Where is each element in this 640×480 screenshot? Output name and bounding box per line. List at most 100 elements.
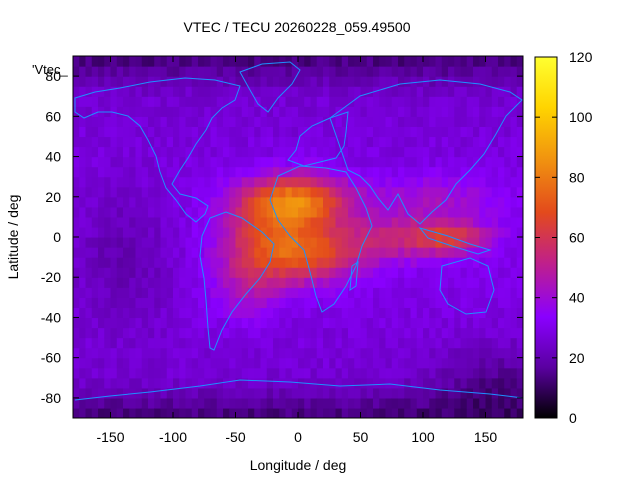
heat-cell <box>473 136 480 148</box>
heat-cell <box>454 136 462 148</box>
heat-cell <box>391 196 399 208</box>
y-tick-label: 40 <box>45 149 61 165</box>
heat-cell <box>391 387 399 399</box>
heat-cell <box>260 257 268 268</box>
heat-cell <box>360 86 368 97</box>
heat-cell <box>404 267 412 278</box>
heat-cell <box>235 277 243 288</box>
heat-cell <box>210 297 218 308</box>
heat-cell <box>116 297 124 308</box>
heat-cell <box>473 176 480 188</box>
heat-cell <box>260 76 268 87</box>
heat-cell <box>104 267 112 278</box>
heat-cell <box>235 56 243 67</box>
heat-cell <box>454 377 462 389</box>
heat-cell <box>248 196 255 208</box>
heat-cell <box>223 267 230 278</box>
heat-cell <box>454 287 462 298</box>
heat-cell <box>385 156 393 168</box>
heat-cell <box>129 206 137 218</box>
heat-cell <box>279 166 287 178</box>
heat-cell <box>216 136 224 148</box>
heat-cell <box>141 247 149 258</box>
heat-cell <box>204 327 212 339</box>
heat-cell <box>110 387 118 399</box>
heat-cell <box>254 136 262 148</box>
heat-cell <box>229 66 237 77</box>
heat-cell <box>141 267 149 278</box>
heat-cell <box>285 327 293 339</box>
heat-cell <box>510 106 518 117</box>
heat-cell <box>241 226 249 238</box>
heat-cell <box>360 216 368 228</box>
heat-cell <box>366 367 374 379</box>
heat-cell <box>154 407 162 418</box>
heat-cell <box>466 397 474 409</box>
heat-cell <box>323 377 330 389</box>
heat-cell <box>129 277 137 288</box>
heat-cell <box>491 267 499 278</box>
heat-cell <box>98 377 105 389</box>
heat-cell <box>485 66 493 77</box>
heat-cell <box>160 267 168 278</box>
heat-cell <box>460 397 468 409</box>
heat-cell <box>379 86 387 97</box>
heat-cell <box>123 287 130 298</box>
heat-cell <box>179 327 187 339</box>
heat-cell <box>260 166 268 178</box>
heat-cell <box>279 146 287 158</box>
heat-cell <box>416 226 424 238</box>
heat-cell <box>135 327 143 339</box>
heat-cell <box>435 377 443 389</box>
heat-cell <box>91 56 99 67</box>
heat-cell <box>148 136 155 148</box>
heat-cell <box>173 56 180 67</box>
heat-cell <box>316 136 324 148</box>
heat-cell <box>210 86 218 97</box>
heat-cell <box>404 397 412 409</box>
heat-cell <box>323 407 330 418</box>
heat-cell <box>341 257 349 268</box>
heat-cell <box>135 196 143 208</box>
heat-cell <box>304 387 312 399</box>
heat-cell <box>223 247 230 258</box>
heat-cell <box>510 116 518 127</box>
heat-cell <box>341 397 349 409</box>
heat-cell <box>385 196 393 208</box>
heat-cell <box>91 186 99 198</box>
heat-cell <box>241 126 249 138</box>
heat-cell <box>491 66 499 77</box>
heat-cell <box>266 86 274 97</box>
heat-cell <box>154 367 162 379</box>
heat-cell <box>210 377 218 389</box>
heat-cell <box>404 377 412 389</box>
heat-cell <box>473 126 480 138</box>
heat-cell <box>310 357 318 369</box>
heat-cell <box>123 86 130 97</box>
heat-cell <box>310 206 318 218</box>
heat-cell <box>79 247 87 258</box>
heat-cell <box>341 237 349 248</box>
heat-cell <box>491 387 499 399</box>
heat-cell <box>391 307 399 319</box>
heat-cell <box>454 116 462 127</box>
heat-cell <box>254 237 262 248</box>
heat-cell <box>479 277 487 288</box>
heat-cell <box>373 357 380 369</box>
heat-cell <box>448 176 455 188</box>
heat-cell <box>366 357 374 369</box>
heat-cell <box>435 337 443 349</box>
heat-cell <box>141 287 149 298</box>
heat-cell <box>423 166 430 178</box>
heat-cell <box>254 156 262 168</box>
heat-cell <box>498 86 505 97</box>
heat-cell <box>148 96 155 107</box>
heat-cell <box>298 247 305 258</box>
heat-cell <box>291 86 299 97</box>
heat-cell <box>498 407 505 418</box>
heat-cell <box>123 297 130 308</box>
heat-cell <box>310 76 318 87</box>
heat-cell <box>341 407 349 418</box>
heat-cell <box>510 257 518 268</box>
heat-cell <box>429 287 437 298</box>
